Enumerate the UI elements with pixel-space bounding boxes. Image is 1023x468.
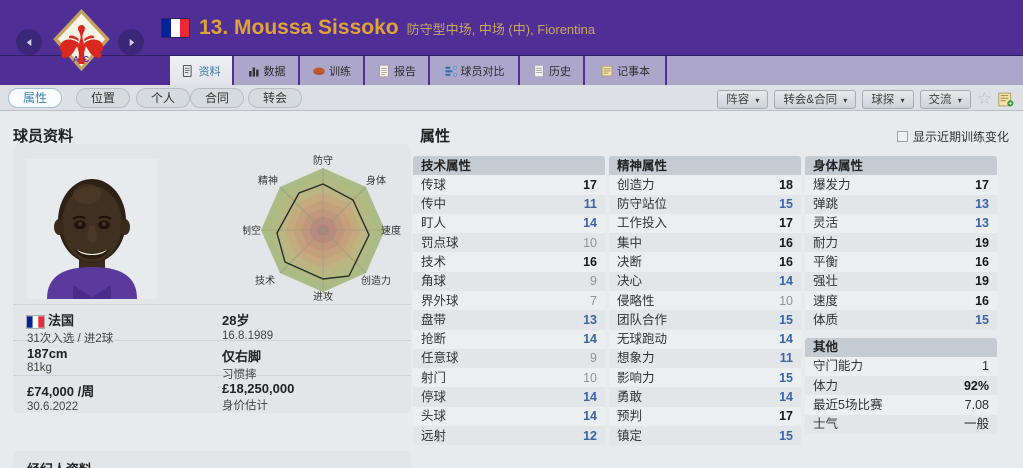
svg-text:A C: A C <box>73 54 90 64</box>
svg-text:速度: 速度 <box>381 224 401 237</box>
svg-text:身体: 身体 <box>366 174 386 187</box>
svg-text:技术: 技术 <box>255 274 275 287</box>
svg-text:精神: 精神 <box>258 174 278 187</box>
svg-text:制空: 制空 <box>243 224 261 237</box>
svg-text:进攻: 进攻 <box>313 290 333 303</box>
svg-text:防守: 防守 <box>313 154 333 167</box>
svg-text:创造力: 创造力 <box>361 274 391 287</box>
